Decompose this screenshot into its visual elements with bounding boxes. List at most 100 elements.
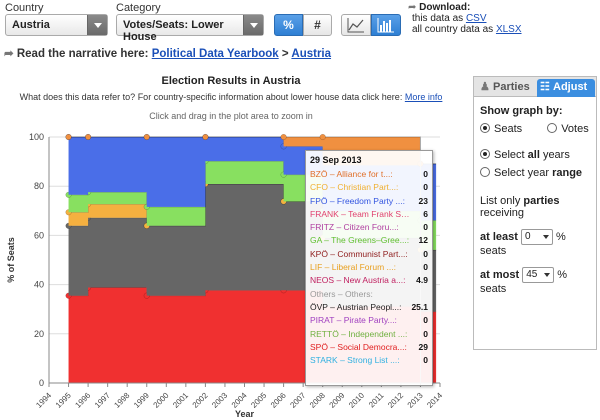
x-tick-label: 1995 <box>54 390 73 409</box>
list-only-label: List only parties receiving <box>480 195 590 219</box>
at-most-unit: % seats <box>480 268 568 295</box>
y-tick-label: 60 <box>34 230 44 240</box>
download-xlsx-link[interactable]: XLSX <box>495 24 522 35</box>
panel-tabs: ♟ Parties ☷ Adjust <box>474 77 596 97</box>
chart-subtitle-text: What does this data refer to? For countr… <box>19 92 403 102</box>
country-select-value: Austria <box>12 19 50 31</box>
tooltip-party-value: 4.9 <box>416 275 428 286</box>
category-label: Category <box>116 2 161 14</box>
tooltip-row: ÖVP – Austrian Peopl...: 25.1 <box>310 301 428 314</box>
x-tick-label: 1999 <box>132 390 151 409</box>
y-axis-label: % of Seats <box>6 237 16 283</box>
tooltip-party-name: SPÖ – Social Democra...: <box>310 341 407 352</box>
tab-parties[interactable]: ♟ Parties <box>477 79 535 97</box>
select-range-bold: range <box>552 167 583 179</box>
x-tick-label: 1996 <box>73 390 92 409</box>
tooltip-party-name: ÖVP – Austrian Peopl...: <box>310 301 402 312</box>
users-icon: ♟ <box>480 81 490 93</box>
tooltip-party-value: 0 <box>423 328 428 339</box>
at-least-select[interactable]: 0 <box>520 229 553 245</box>
x-tick-label: 1998 <box>112 390 131 409</box>
bar-chart-icon <box>377 18 394 33</box>
tooltip-party-name: FRANK – Team Frank S...: <box>310 208 410 219</box>
tooltip-party-name: Others – Others: <box>310 288 373 299</box>
votes-radio-label: Votes <box>561 123 589 135</box>
download-icon: ➦ <box>408 2 417 13</box>
tooltip-party-name: RETTÖ – Independent ...: <box>310 328 408 339</box>
at-least-label: at least <box>480 230 518 243</box>
chevron-down-icon <box>243 15 263 35</box>
tooltip-party-value: 29 <box>418 341 428 352</box>
tooltip-party-value: 25.1 <box>411 301 428 312</box>
tooltip-row: FRANK – Team Frank S...: 6 <box>310 208 428 221</box>
x-tick-label: 2007 <box>288 390 307 409</box>
list-only-suffix: receiving <box>480 207 525 219</box>
percent-toggle-button[interactable]: % <box>274 14 303 36</box>
tooltip-party-value: 0 <box>423 315 428 326</box>
y-tick-label: 20 <box>34 329 44 339</box>
chevron-down-icon <box>87 15 107 35</box>
select-all-years-radio[interactable]: Select all years <box>480 149 590 161</box>
data-point-bzö <box>280 133 287 141</box>
x-tick-label: 2000 <box>152 390 171 409</box>
tooltip-party-value: 0 <box>423 355 428 366</box>
seats-radio-dot <box>480 123 490 133</box>
seats-radio-label: Seats <box>494 123 523 135</box>
tooltip-party-value: 12 <box>418 235 428 246</box>
at-most-select[interactable]: 45 <box>522 267 555 283</box>
seats-radio[interactable]: Seats <box>480 123 522 135</box>
category-select-value: Votes/Seats: Lower House <box>123 19 224 43</box>
x-tick-label: 2009 <box>328 390 347 409</box>
y-tick-label: 40 <box>34 280 44 290</box>
share-arrow-icon: ➦ <box>4 48 14 60</box>
panel-body: Show graph by: Seats Votes Select all ye… <box>474 97 596 303</box>
x-tick-label: 2013 <box>406 390 425 409</box>
tooltip-row: Others – Others: <box>310 288 428 301</box>
sliders-icon: ☷ <box>540 81 550 93</box>
tooltip-row: FRITZ – Citizen Foru...: 0 <box>310 221 428 234</box>
data-point-bzö <box>143 133 150 141</box>
x-tick-label: 2010 <box>347 390 366 409</box>
bar-chart-button[interactable] <box>371 14 401 36</box>
download-csv-prefix: this data as <box>412 13 464 24</box>
line-chart-button[interactable] <box>341 14 371 36</box>
show-graph-by-label: Show graph by: <box>480 105 563 117</box>
data-point-bzö <box>319 133 326 141</box>
tooltip-party-name: STARK – Strong List ...: <box>310 355 400 366</box>
download-csv-link[interactable]: CSV <box>465 13 487 24</box>
absolute-toggle-button[interactable]: # <box>303 14 332 36</box>
x-tick-label: 2012 <box>386 390 405 409</box>
political-data-yearbook-link[interactable]: Political Data Yearbook <box>151 48 279 60</box>
download-xlsx-prefix: all country data as <box>412 24 494 35</box>
tooltip-party-name: CFO – Christian Part...: <box>310 182 399 193</box>
category-select[interactable]: Votes/Seats: Lower House <box>116 14 264 43</box>
select-range-radio-dot <box>480 167 490 177</box>
x-axis-label: Year <box>235 409 255 419</box>
tooltip-party-value: 0 <box>423 182 428 193</box>
x-tick-label: 2004 <box>230 390 249 409</box>
chart-title: Election Results in Austria <box>161 75 301 87</box>
at-most-row: at most 45 % seats <box>480 267 590 295</box>
more-info-link[interactable]: More info <box>404 92 443 102</box>
tooltip-row: CFO – Christian Part...: 0 <box>310 181 428 194</box>
austria-link[interactable]: Austria <box>291 48 332 60</box>
x-tick-label: 1997 <box>93 390 112 409</box>
votes-radio[interactable]: Votes <box>547 123 589 135</box>
tooltip-row: NEOS – New Austria a...: 4.9 <box>310 274 428 287</box>
x-tick-label: 1994 <box>34 390 53 409</box>
tooltip-date: 29 Sep 2013 <box>310 155 362 165</box>
tab-adjust[interactable]: ☷ Adjust <box>537 79 595 97</box>
tooltip-row: FPÖ – Freedom Party ...: 23 <box>310 195 428 208</box>
tooltip-party-value: 6 <box>423 208 428 219</box>
tooltip-party-name: FPÖ – Freedom Party ...: <box>310 195 405 206</box>
options-panel: ♟ Parties ☷ Adjust Show graph by: Seats … <box>473 76 597 350</box>
zoom-hint: Click and drag in the plot area to zoom … <box>149 111 313 121</box>
download-block: ➦ Download: this data as CSV all country… <box>408 2 522 35</box>
select-all-bold: all <box>527 149 540 161</box>
data-point-bzö <box>65 133 72 141</box>
select-year-range-radio[interactable]: Select year range <box>480 167 590 179</box>
tooltip-party-name: LIF – Liberal Forum ...: <box>310 262 396 273</box>
tooltip-row: BZÖ – Alliance for t...: 0 <box>310 168 428 181</box>
country-select[interactable]: Austria <box>5 14 108 36</box>
x-tick-label: 2014 <box>425 390 444 409</box>
